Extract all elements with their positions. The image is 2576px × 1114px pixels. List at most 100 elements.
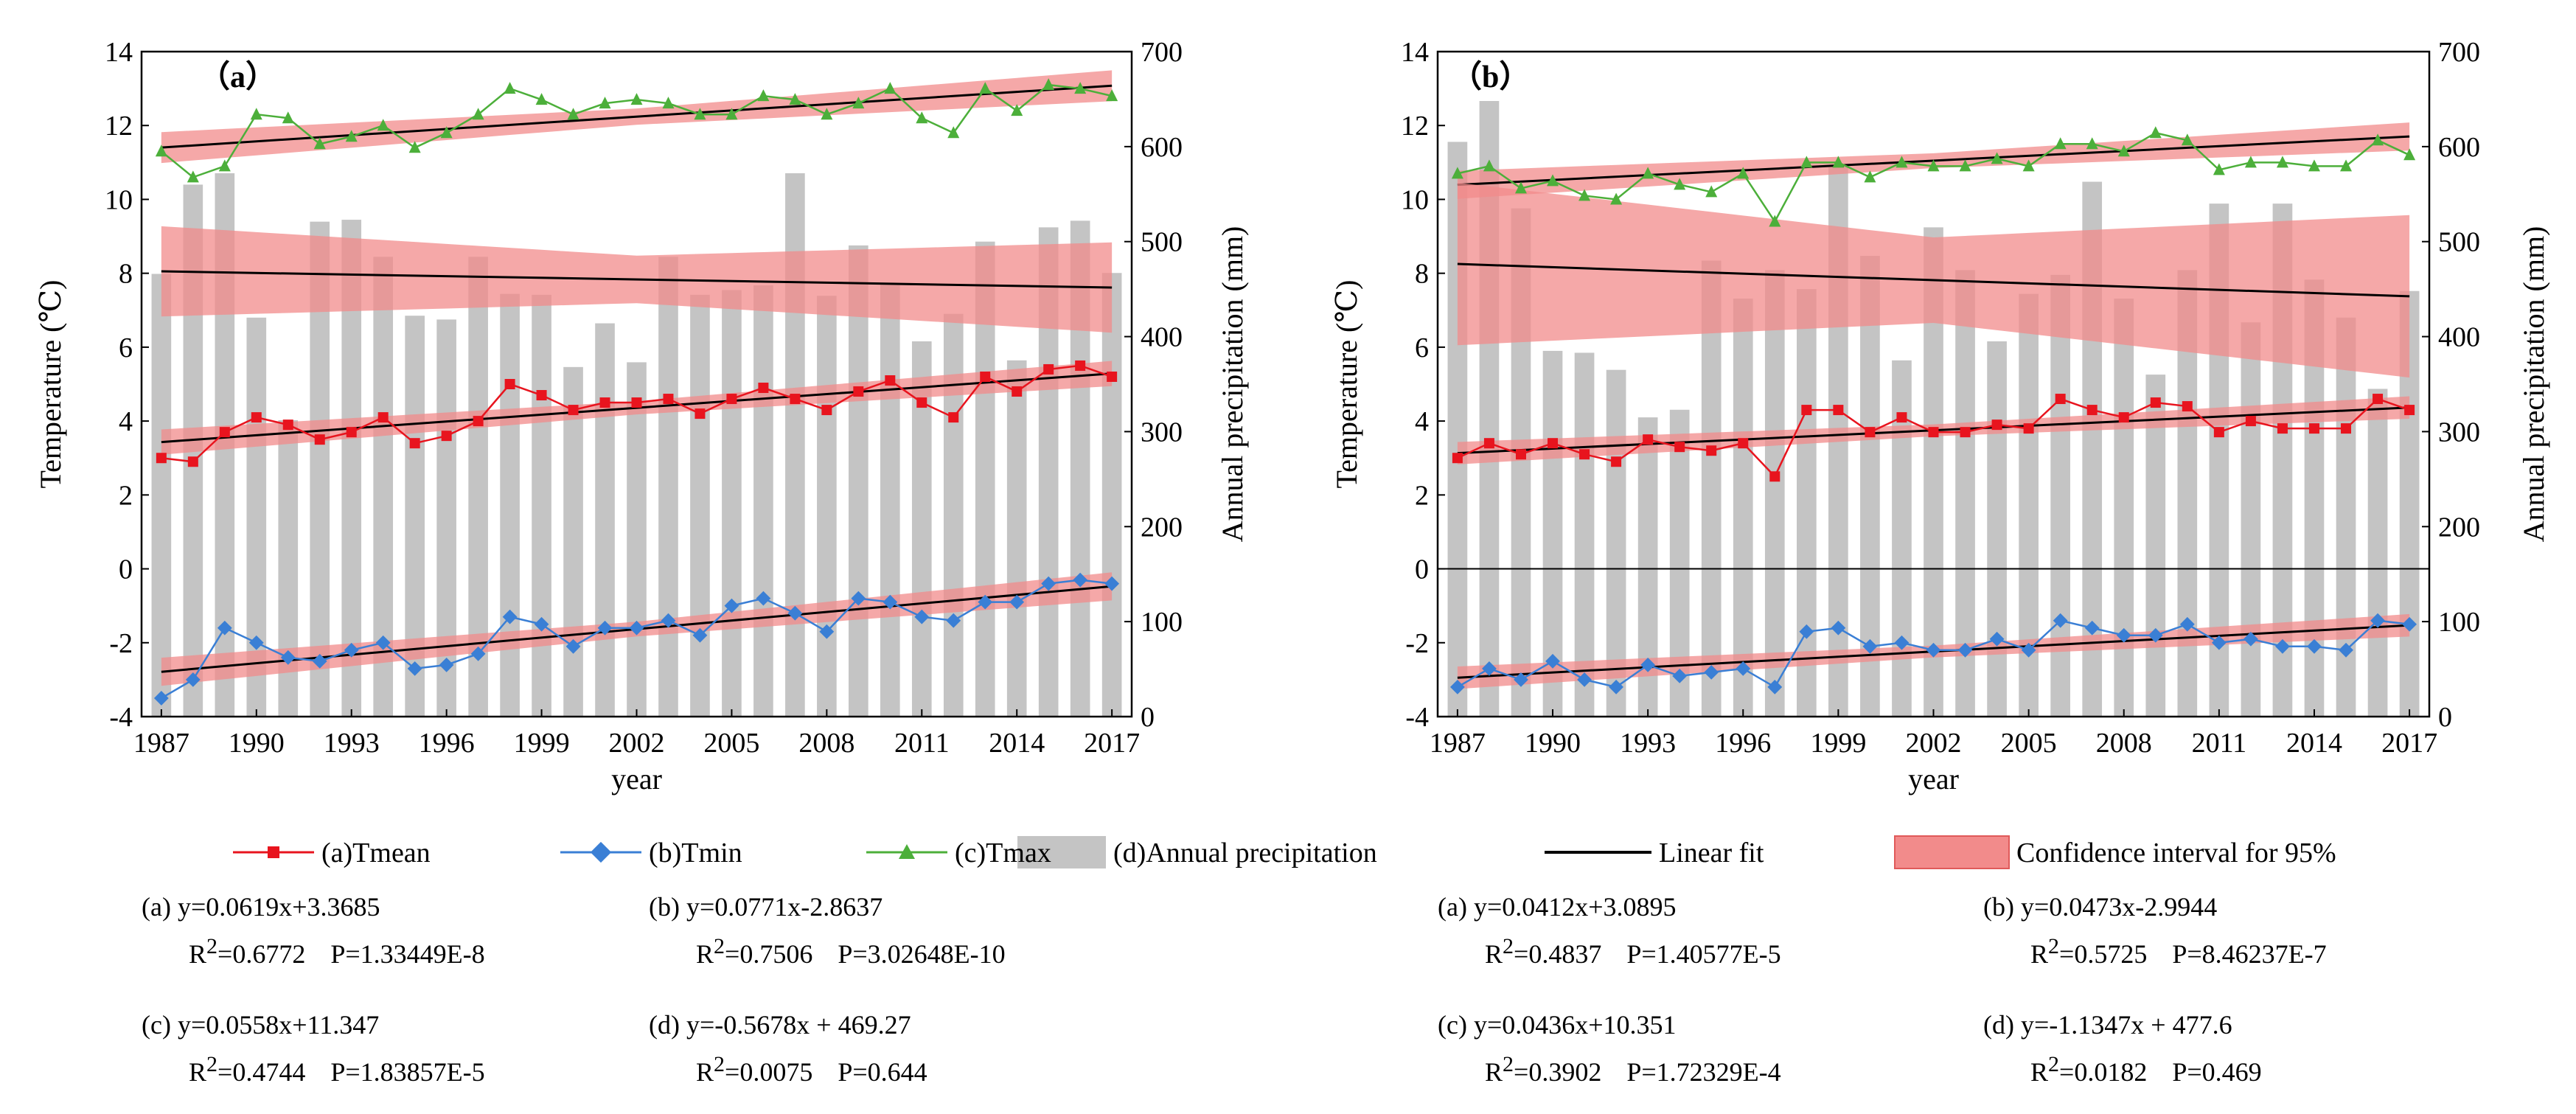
precip-bar-1987 [151, 274, 172, 717]
point-tmean-2009 [853, 386, 864, 397]
panel-b-chart: -4 -2 0 2 4 6 8 10 12 14 200 300 400 500 600 700 0 100 198… [1330, 37, 2550, 796]
point-tmax-1988 [187, 170, 199, 183]
point-tmax-2016 [2372, 133, 2384, 146]
xtick-label: 1999 [514, 728, 570, 759]
fit-line-a [161, 372, 1113, 444]
point-tmin-1993 [344, 642, 359, 658]
precip-bar-1998 [500, 293, 520, 717]
point-tmax-2007 [789, 93, 801, 105]
ytick-left-label: 6 [119, 333, 133, 363]
equation-right-a: (a) y=0.0412x+3.0895 R2=0.4837 P=1.40577E… [1438, 892, 1781, 969]
point-tmean-1992 [1611, 456, 1622, 467]
xtick-label: 2014 [989, 728, 1045, 759]
point-tmax-2000 [567, 108, 579, 120]
point-tmax-2014 [1011, 104, 1023, 116]
legend-label-tmin: (b)Tmin [649, 838, 742, 868]
point-tmin-2001 [1894, 635, 1910, 650]
point-tmin-2014 [2307, 638, 2322, 654]
ytick-right-label: 500 [2438, 227, 2480, 258]
point-tmax-1993 [1642, 167, 1654, 179]
point-tmax-2005 [2022, 159, 2035, 172]
point-tmean-2010 [885, 375, 896, 386]
precip-bar-2017 [1101, 273, 1122, 717]
xtick-label: 2017 [1084, 728, 1140, 759]
point-tmean-1991 [1579, 449, 1590, 460]
point-tmin-2004 [1989, 631, 2005, 647]
precip-bar-1998 [1796, 289, 1817, 717]
point-tmax-2011 [2213, 163, 2225, 175]
ytick-left-label: 8 [119, 259, 133, 290]
precip-bar-2010 [880, 283, 900, 717]
point-tmax-1998 [1800, 156, 1813, 168]
equation-left-c: (c) y=0.0558x+11.347 R2=0.4744 P=1.83857E… [142, 1010, 485, 1087]
point-tmax-1990 [250, 108, 262, 120]
point-tmin-2005 [2021, 642, 2036, 658]
point-tmax-1999 [535, 93, 548, 105]
point-tmean-1995 [1706, 445, 1717, 456]
precip-bar-2004 [690, 294, 710, 717]
ytick-right-label: 500 [1141, 227, 1183, 258]
point-tmax-2001 [599, 97, 611, 109]
point-tmin-2003 [661, 613, 676, 628]
point-tmean-2011 [916, 397, 927, 408]
precip-bar-2009 [849, 245, 868, 717]
point-tmean-1993 [346, 427, 357, 438]
legend-label-ci: Confidence interval for 95% [2016, 838, 2336, 868]
point-tmin-1994 [375, 635, 391, 650]
point-tmin-2015 [1041, 576, 1056, 591]
point-tmax-2001 [1896, 156, 1908, 168]
point-tmin-1991 [280, 650, 296, 665]
precip-bar-2000 [563, 366, 583, 717]
point-tmean-1994 [1674, 442, 1685, 453]
point-tmax-2010 [884, 82, 897, 94]
point-tmax-2003 [1959, 159, 1971, 172]
point-tmin-2008 [819, 624, 835, 639]
point-tmin-1996 [1736, 661, 1751, 676]
point-tmax-1992 [1610, 192, 1623, 205]
point-tmin-2006 [2053, 613, 2068, 628]
xtick-label: 1996 [419, 728, 475, 759]
precip-bar-2002 [627, 362, 647, 717]
ytick-left-label: 14 [105, 37, 133, 68]
point-tmean-2012 [2245, 416, 2256, 427]
point-tmean-1987 [156, 453, 167, 464]
point-tmean-1996 [441, 431, 452, 442]
ytick-right-label: 600 [1141, 132, 1183, 163]
point-tmax-1997 [1769, 215, 1781, 227]
point-tmax-2015 [1042, 78, 1055, 91]
point-tmean-1987 [1452, 453, 1463, 464]
point-tmin-2016 [2370, 613, 2385, 628]
point-tmean-2009 [2150, 397, 2161, 408]
point-tmin-2012 [946, 613, 961, 628]
legend-row: (a)Tmean (b)Tmin (c)Tmax (d)Annual preci… [233, 835, 2336, 869]
point-tmin-2017 [1104, 576, 1120, 591]
ytick-right-label: 700 [2438, 37, 2480, 68]
point-tmean-2007 [790, 394, 801, 405]
point-tmin-1996 [439, 657, 454, 672]
y-axis-right-label: Annual precipitation (mm) [2517, 226, 2550, 543]
point-tmean-2013 [2277, 423, 2288, 434]
point-tmax-2013 [979, 82, 992, 94]
ytick-left-label: 10 [1401, 184, 1429, 215]
point-tmean-2005 [2023, 423, 2034, 434]
point-tmin-2003 [1957, 642, 1973, 658]
xtick-label: 2005 [2001, 728, 2057, 759]
point-tmax-2011 [916, 111, 928, 124]
legend-label-fit: Linear fit [1659, 838, 1764, 868]
point-tmean-2012 [948, 412, 959, 423]
precip-bar-1996 [1733, 299, 1753, 717]
point-tmin-2002 [629, 620, 644, 636]
point-tmin-2015 [2339, 642, 2353, 658]
precip-bar-2005 [722, 290, 742, 717]
ytick-left-label: 8 [1415, 259, 1429, 290]
ytick-left-label: 0 [1415, 554, 1429, 585]
point-tmax-1991 [1578, 189, 1591, 201]
xtick-label: 1996 [1715, 728, 1771, 759]
point-tmean-1998 [504, 379, 515, 389]
xtick-label: 1993 [1620, 728, 1676, 759]
fit-line-d [161, 270, 1113, 289]
ytick-right-label: 100 [2438, 607, 2480, 638]
point-tmax-2002 [630, 93, 643, 105]
point-tmax-2006 [2054, 137, 2067, 150]
x-axis-label: year [1908, 762, 1959, 796]
